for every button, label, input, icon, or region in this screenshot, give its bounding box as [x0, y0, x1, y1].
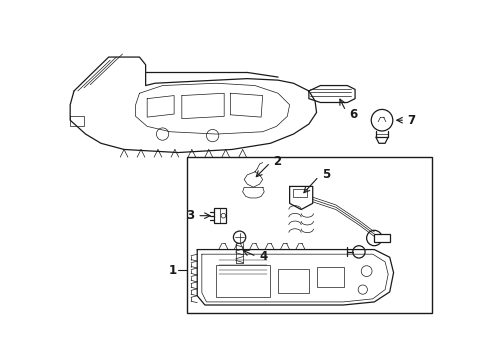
Text: 2: 2: [273, 154, 282, 167]
Text: 4: 4: [260, 250, 268, 263]
Bar: [317, 266, 343, 287]
Text: 7: 7: [408, 114, 416, 127]
Text: 1: 1: [168, 264, 176, 277]
Text: 3: 3: [186, 209, 194, 222]
Bar: [214, 208, 226, 223]
Text: 6: 6: [349, 108, 357, 121]
Bar: [217, 265, 270, 297]
Bar: [187, 157, 432, 313]
Bar: [374, 234, 390, 242]
Bar: [294, 189, 307, 197]
Bar: [278, 269, 309, 293]
Text: 5: 5: [322, 168, 330, 181]
